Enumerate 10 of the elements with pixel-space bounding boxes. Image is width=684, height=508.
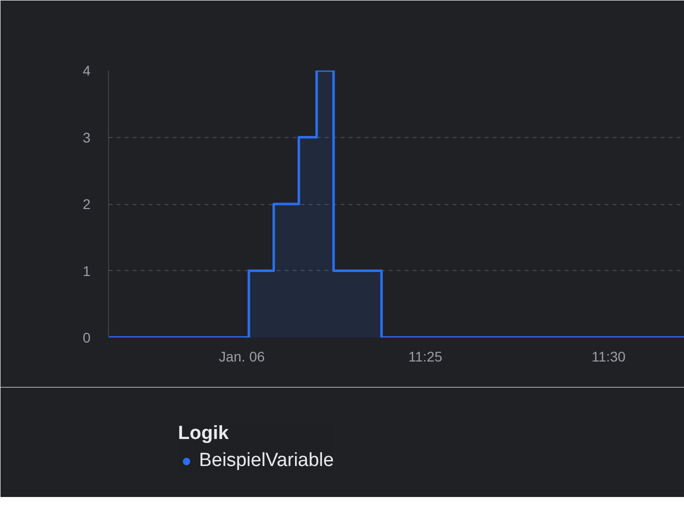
y-tick-label: 1 — [82, 262, 91, 279]
y-tick-label: 0 — [82, 330, 91, 346]
y-tick-label: 3 — [82, 129, 91, 146]
legend-title: Logik — [178, 423, 230, 445]
y-tick-label: 2 — [82, 196, 91, 212]
y-tick-label: 4 — [82, 62, 91, 78]
x-tick-label: Jan. 06 — [218, 348, 266, 364]
x-tick-label: 11:30 — [592, 348, 626, 364]
legend-label: BeispielVariable — [199, 450, 334, 472]
x-tick-label: 11:25 — [408, 348, 443, 364]
